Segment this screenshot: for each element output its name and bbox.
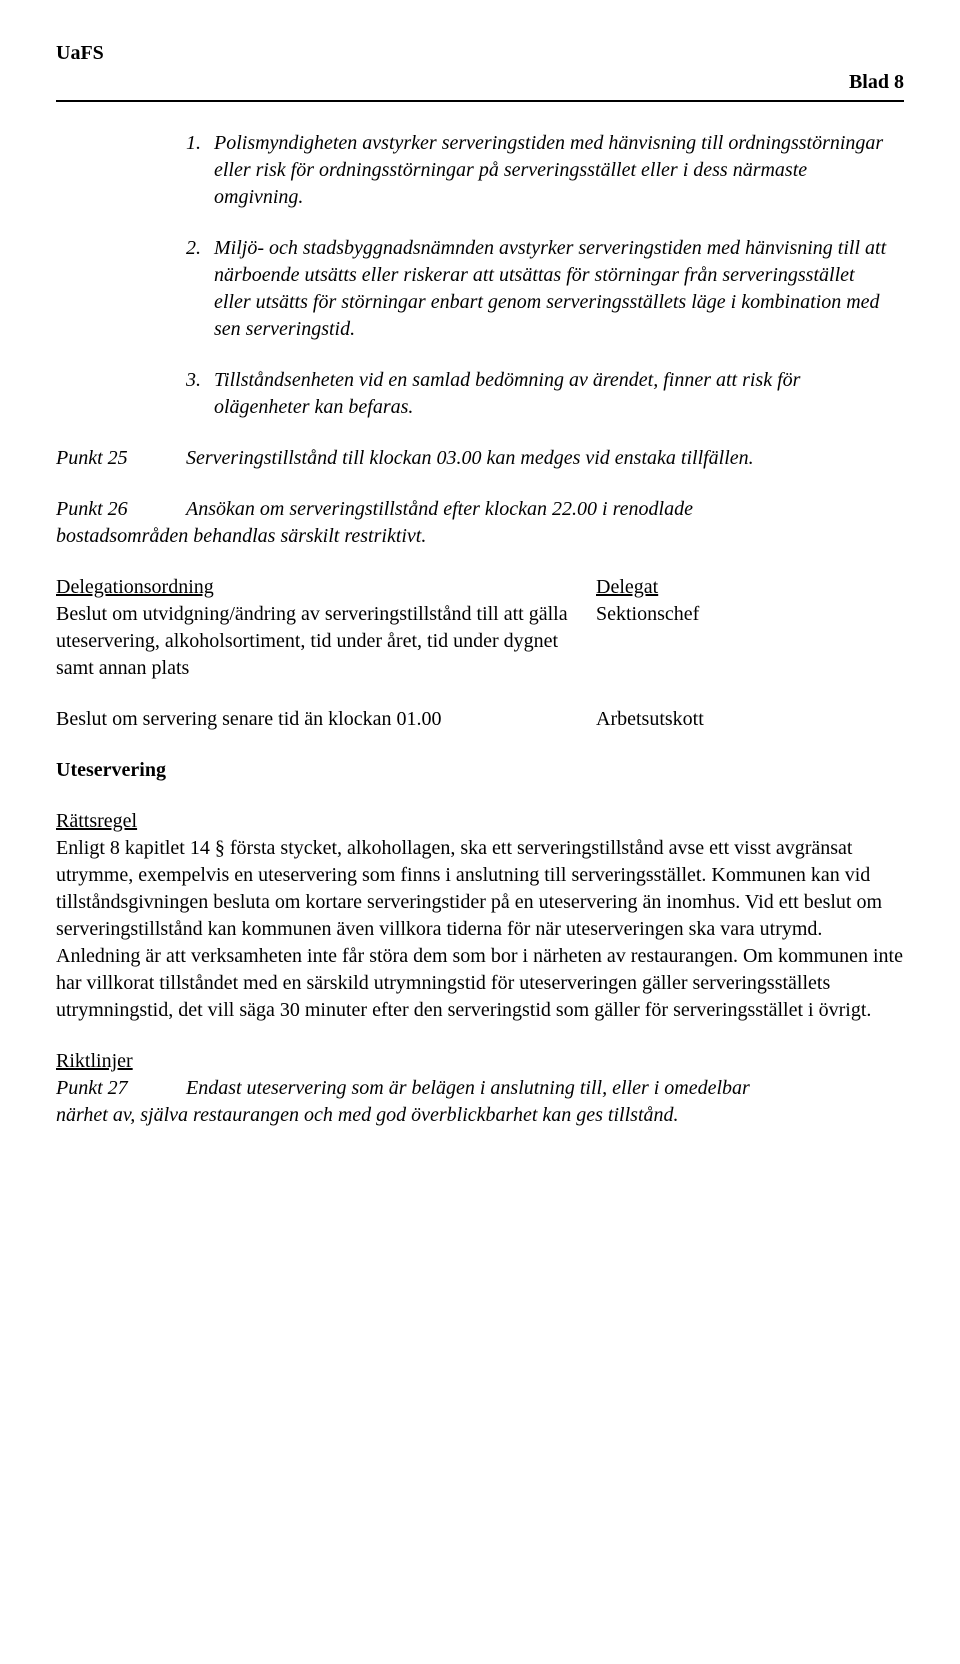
punkt-label: Punkt 27 xyxy=(56,1075,186,1102)
delegation-body-right: Sektionschef xyxy=(596,601,904,628)
list-number: 2. xyxy=(186,235,214,343)
riktlinjer-line1: Endast uteservering som är belägen i ans… xyxy=(186,1075,904,1102)
doc-code: UaFS xyxy=(56,40,904,67)
delegation-block-1: Delegationsordning Beslut om utvidgning/… xyxy=(56,574,904,682)
punkt-25: Punkt 25 Serveringstillstånd till klocka… xyxy=(56,445,904,472)
numbered-list: 1. Polismyndigheten avstyrker serverings… xyxy=(186,130,894,421)
list-number: 1. xyxy=(186,130,214,211)
punkt-text: Serveringstillstånd till klockan 03.00 k… xyxy=(186,445,904,472)
list-number: 3. xyxy=(186,367,214,421)
page-label: Blad 8 xyxy=(56,69,904,96)
riktlinjer-line2: närhet av, själva restaurangen och med g… xyxy=(56,1102,904,1129)
punkt-26: Punkt 26 Ansökan om serveringstillstånd … xyxy=(56,496,904,550)
uteservering-title: Uteservering xyxy=(56,757,904,784)
punkt-label: Punkt 25 xyxy=(56,445,186,472)
punkt-text-line2: bostadsområden behandlas särskilt restri… xyxy=(56,523,904,550)
list-item: 3. Tillståndsenheten vid en samlad bedöm… xyxy=(186,367,894,421)
punkt-text-line1: Ansökan om serveringstillstånd efter klo… xyxy=(186,496,904,523)
rattsregel-block: Rättsregel Enligt 8 kapitlet 14 § första… xyxy=(56,808,904,1024)
delegation-block-2: Beslut om servering senare tid än klocka… xyxy=(56,706,904,733)
list-item: 2. Miljö- och stadsbyggnadsnämnden avsty… xyxy=(186,235,894,343)
header-rule xyxy=(56,100,904,102)
riktlinjer-heading: Riktlinjer xyxy=(56,1048,904,1075)
list-text: Miljö- och stadsbyggnadsnämnden avstyrke… xyxy=(214,235,894,343)
list-text: Tillståndsenheten vid en samlad bedömnin… xyxy=(214,367,894,421)
delegation-body-left: Beslut om utvidgning/ändring av serverin… xyxy=(56,601,596,682)
rattsregel-heading: Rättsregel xyxy=(56,808,904,835)
riktlinjer-block: Riktlinjer Punkt 27 Endast uteservering … xyxy=(56,1048,904,1129)
punkt-label: Punkt 26 xyxy=(56,496,186,523)
list-text: Polismyndigheten avstyrker serveringstid… xyxy=(214,130,894,211)
delegation-heading-right: Delegat xyxy=(596,574,904,601)
delegation-body-right: Arbetsutskott xyxy=(596,706,904,733)
list-item: 1. Polismyndigheten avstyrker serverings… xyxy=(186,130,894,211)
rattsregel-body: Enligt 8 kapitlet 14 § första stycket, a… xyxy=(56,835,904,1024)
delegation-body-left: Beslut om servering senare tid än klocka… xyxy=(56,706,596,733)
delegation-heading-left: Delegationsordning xyxy=(56,574,596,601)
